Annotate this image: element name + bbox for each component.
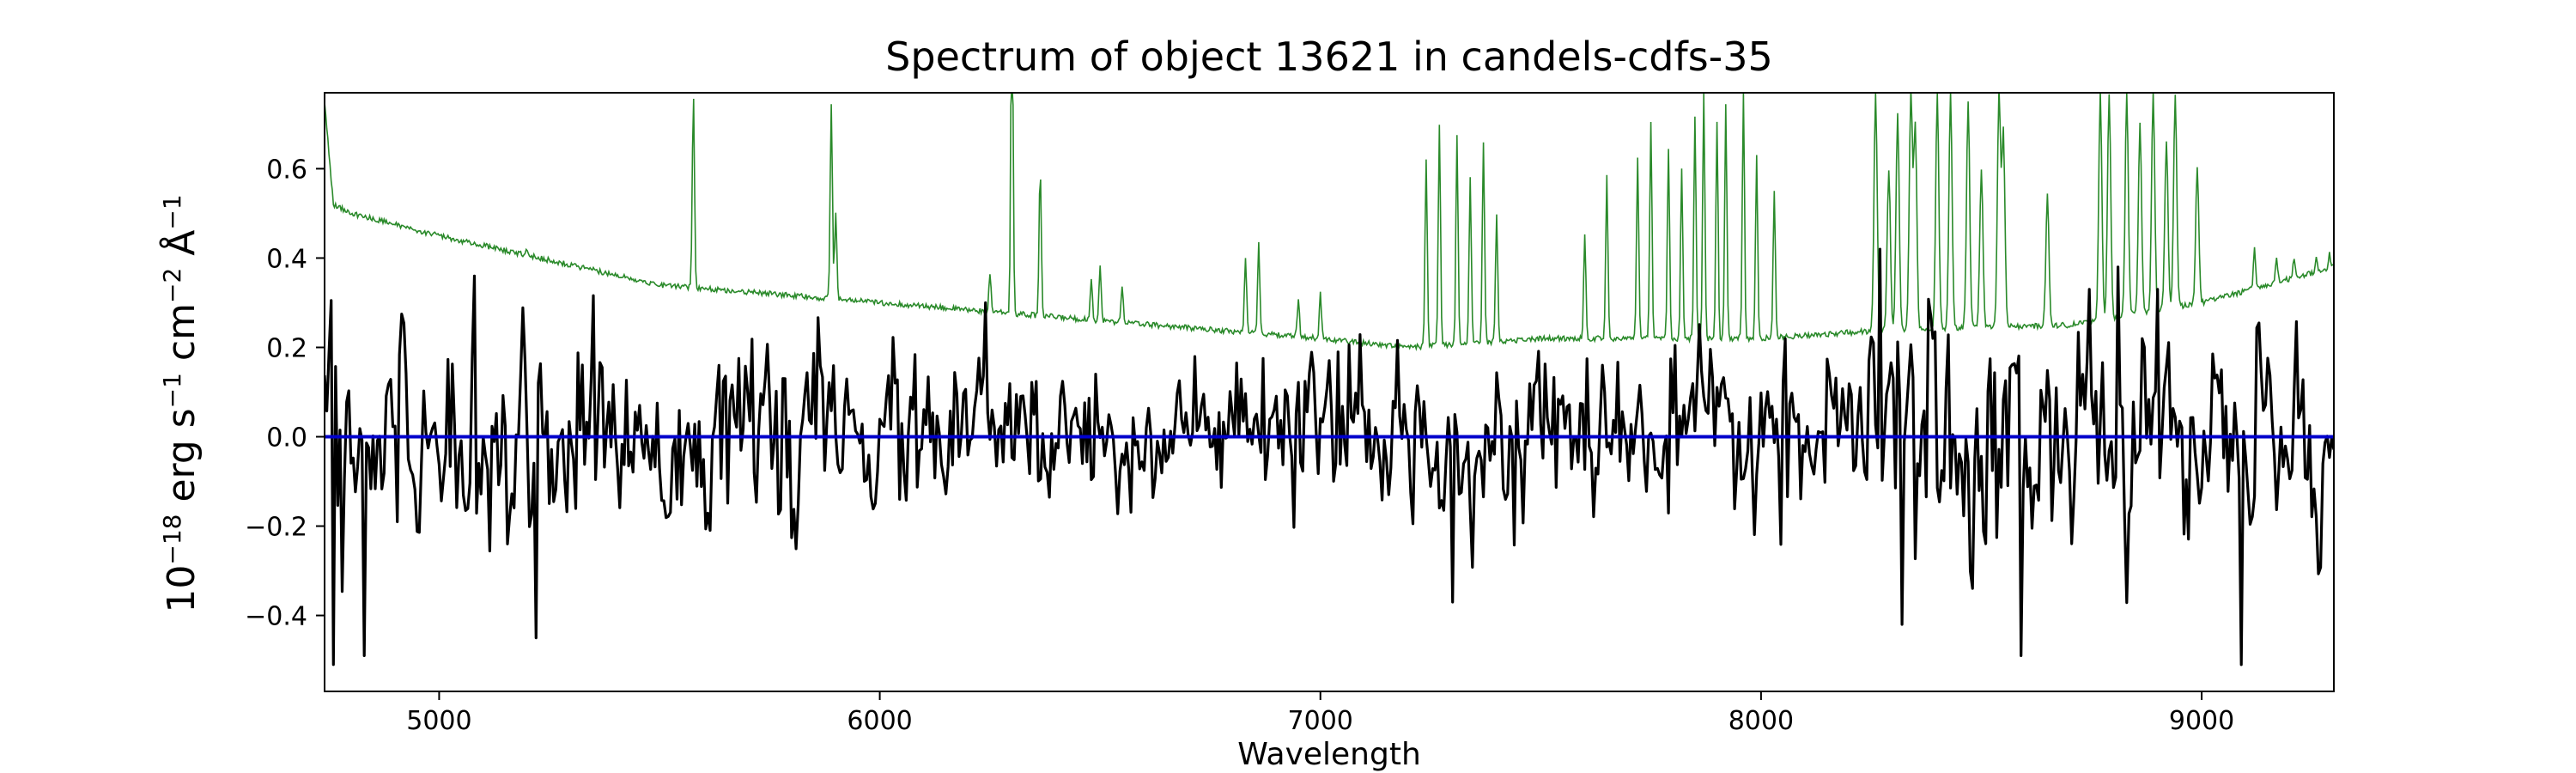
x-tick-label: 8000 (1728, 706, 1794, 736)
plot-frame (324, 92, 2335, 692)
y-axis-label-cm: cm (160, 303, 204, 373)
y-axis-label-cm-exponent: −2 (158, 268, 186, 303)
y-axis-label-s-exponent: −1 (158, 373, 186, 408)
y-axis-label-angstrom-exponent: −1 (158, 194, 186, 229)
chart-title: Spectrum of object 13621 in candels-cdfs… (885, 33, 1773, 80)
x-tick-label: 9000 (2169, 706, 2234, 736)
x-axis-label: Wavelength (1237, 737, 1421, 772)
x-tick-label: 5000 (406, 706, 471, 736)
y-axis-label-prefix: 10 (160, 565, 204, 613)
y-axis-label-erg: erg s (160, 408, 204, 514)
series-layer (325, 93, 2334, 666)
y-tick-label: 0.0 (266, 423, 307, 453)
y-tick-label: 0.6 (266, 155, 307, 185)
x-tick-label: 6000 (847, 706, 912, 736)
y-axis-label-prefix-exponent: −18 (158, 514, 186, 565)
x-tick-label: 7000 (1288, 706, 1353, 736)
y-axis-label-angstrom: Å (158, 230, 204, 268)
y-tick-label: 0.4 (266, 244, 307, 274)
y-tick-label: −0.4 (245, 602, 307, 632)
ticks-layer: 5000 6000 7000 8000 9000 −0.4 −0.2 0.0 0.2 0.4 0.6 (245, 155, 2234, 736)
series-line-flux (325, 247, 2334, 666)
series-line-error (325, 93, 2334, 351)
y-axis-label: 10−18 erg s−1 cm−2 Å−1 (158, 194, 204, 612)
y-tick-label: −0.2 (245, 513, 307, 543)
y-tick-label: 0.2 (266, 333, 307, 363)
